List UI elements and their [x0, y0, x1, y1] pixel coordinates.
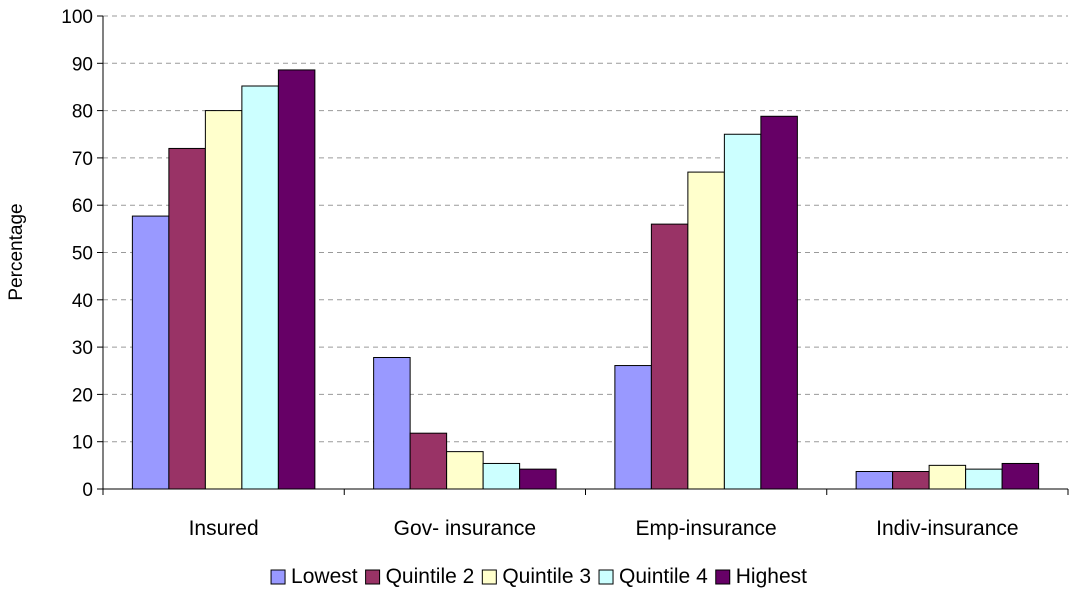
- y-tick-label: 30: [72, 338, 93, 359]
- y-tick-label: 60: [72, 196, 93, 217]
- y-tick-label: 0: [82, 480, 93, 501]
- y-tick-label: 10: [72, 433, 93, 454]
- bar-quintile-3-2: [687, 171, 725, 490]
- bar-quintile-3-3: [928, 464, 967, 490]
- legend-item-quintile-3: Quintile 3: [481, 565, 591, 588]
- x-category-label: Emp-insurance: [636, 517, 777, 540]
- legend-swatch: [270, 569, 286, 585]
- legend-item-quintile-2: Quintile 2: [365, 565, 475, 588]
- bar-quintile-4-0: [241, 85, 279, 490]
- axis-labels: 0 10 20 30 40 50 60 70 80 90 100 Insured Gov- insura…: [61, 7, 1018, 540]
- legend-label: Quintile 4: [619, 565, 708, 588]
- x-category-label: Gov- insurance: [394, 517, 536, 540]
- gridlines: [103, 15, 1068, 443]
- x-category-label: Insured: [189, 517, 259, 540]
- y-axis-title: Percentage: [6, 203, 27, 300]
- bar-quintile-4-1: [482, 462, 521, 490]
- bar-quintile-4-3: [965, 468, 1003, 490]
- legend-label: Highest: [736, 565, 807, 588]
- legend-swatch: [481, 569, 497, 585]
- bar-quintile-3-0: [204, 110, 243, 490]
- legend-item-lowest: Lowest: [270, 565, 358, 588]
- legend-swatch: [715, 569, 731, 585]
- bar-lowest-1: [373, 357, 411, 490]
- legend-label: Quintile 3: [502, 565, 591, 588]
- legend-label: Lowest: [291, 565, 358, 588]
- y-tick-label: 70: [72, 149, 93, 170]
- bars: [131, 69, 1040, 490]
- bar-quintile-4-2: [723, 133, 762, 490]
- bar-highest-2: [760, 115, 798, 490]
- y-tick-label: 20: [72, 385, 93, 406]
- bar-lowest-2: [614, 365, 652, 490]
- legend-swatch: [598, 569, 614, 585]
- legend-item-highest: Highest: [715, 565, 807, 588]
- legend: Lowest Quintile 2 Quintile 3 Quintile 4 High…: [270, 565, 807, 588]
- bar-highest-0: [277, 69, 316, 490]
- legend-item-quintile-4: Quintile 4: [598, 565, 708, 588]
- bar-quintile-2-1: [409, 432, 448, 490]
- legend-label: Quintile 2: [386, 565, 475, 588]
- y-tick-label: 100: [61, 7, 93, 28]
- y-tick-label: 50: [72, 244, 93, 265]
- axes: [97, 15, 1069, 495]
- bar-quintile-2-3: [892, 470, 930, 490]
- bar-quintile-2-0: [168, 147, 206, 490]
- bar-highest-1: [519, 468, 557, 490]
- bar-lowest-3: [855, 470, 894, 490]
- x-category-label: Indiv-insurance: [876, 517, 1018, 540]
- y-tick-label: 40: [72, 291, 93, 312]
- bar-lowest-0: [131, 215, 170, 490]
- y-tick-label: 80: [72, 102, 93, 123]
- bar-highest-3: [1001, 462, 1040, 490]
- bar-quintile-3-1: [446, 451, 484, 490]
- y-tick-label: 90: [72, 54, 93, 75]
- legend-swatch: [365, 569, 381, 585]
- bar-quintile-2-2: [650, 223, 689, 490]
